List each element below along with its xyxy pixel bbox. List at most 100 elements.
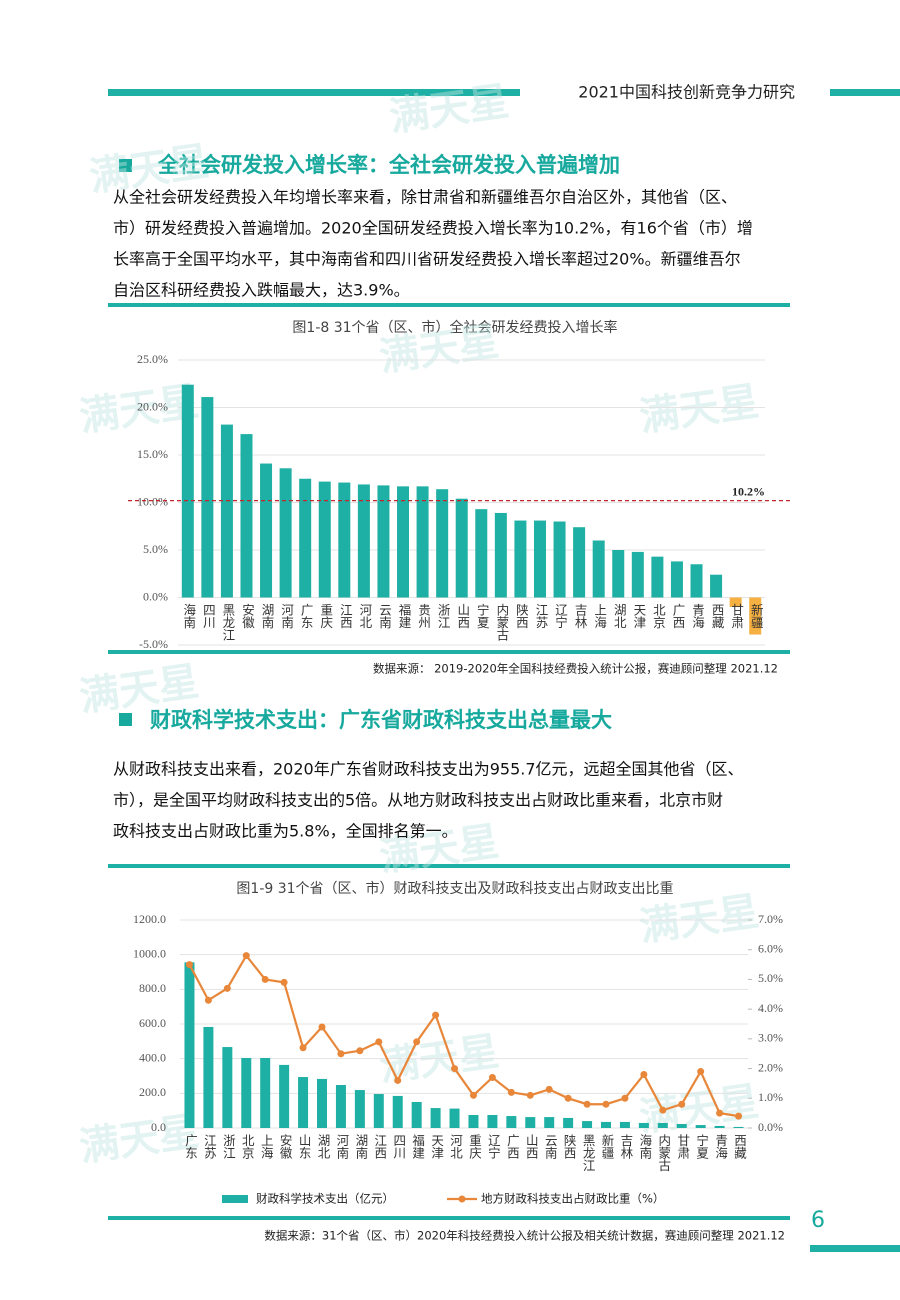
legend-label: 地方财政科技支出占财政比重（%）	[481, 1192, 664, 1206]
y-tick-label: 600.0	[139, 1016, 166, 1030]
x-tick-label: 广东	[299, 604, 314, 629]
x-tick-label: 内蒙古	[656, 1134, 671, 1172]
bar	[487, 1115, 498, 1128]
x-tick-label: 云南	[543, 1134, 558, 1159]
bar	[260, 463, 273, 598]
x-tick-label: 宁夏	[475, 603, 490, 629]
x-tick-label: 浙江	[221, 1133, 236, 1159]
bar	[203, 1026, 214, 1128]
x-tick-label: 黑龙江	[220, 604, 235, 642]
y-tick-label: 0.0	[151, 1120, 166, 1134]
bar	[449, 1108, 460, 1128]
bullet	[119, 159, 132, 172]
x-tick-label: 江苏	[202, 1134, 217, 1159]
x-tick-label: 贵州	[416, 604, 431, 629]
line-point	[659, 1106, 667, 1114]
paragraph-line: 市），是全国平均财政科技支出的5倍。从地方财政科技支出占财政比重来看，北京市财	[113, 791, 723, 810]
bar	[241, 1057, 252, 1128]
x-tick-label: 四川	[201, 604, 216, 629]
bar	[631, 551, 644, 598]
bar	[298, 1077, 309, 1128]
divider	[108, 864, 790, 868]
x-tick-label: 重庆	[318, 603, 333, 629]
x-tick-label: 福建	[410, 1133, 425, 1160]
y-tick-label: 20.0%	[137, 399, 168, 413]
x-tick-label: 河北	[448, 1134, 463, 1160]
y-tick-label: -5.0%	[139, 637, 168, 651]
paragraph-line: 从财政科技支出来看，2020年广东省财政科技支出为955.7亿元，远超全国其他省…	[113, 760, 744, 779]
bar	[373, 1094, 384, 1128]
x-tick-label: 新疆	[749, 603, 764, 629]
bar	[749, 597, 762, 635]
bar	[695, 1125, 706, 1128]
x-tick-label: 天津	[429, 1134, 444, 1159]
footer-bar	[810, 1245, 900, 1252]
line-point	[204, 996, 212, 1004]
legend-swatch	[222, 1195, 248, 1203]
bar	[354, 1090, 365, 1128]
line-point	[678, 1100, 686, 1108]
divider	[108, 650, 790, 654]
x-tick-label: 青海	[690, 604, 705, 629]
bar	[392, 1095, 403, 1128]
paragraph-line: 自治区科研经费投入跌幅最大，达3.9%。	[113, 281, 410, 300]
bar	[729, 597, 742, 607]
page-number: 6	[811, 1208, 825, 1233]
line-point	[507, 1088, 515, 1096]
x-tick-label: 浙江	[436, 603, 451, 629]
x-tick-label: 山东	[297, 1134, 312, 1159]
section-title: 全社会研发投入增长率：全社会研发投入普遍增加	[157, 153, 620, 177]
bar	[411, 1102, 422, 1128]
paragraph-line: 市）研发经费投入普遍增加。2020全国研发经费投入增长率为10.2%，有16个省…	[113, 219, 753, 238]
x-tick-label: 安徽	[278, 1133, 293, 1159]
bar	[397, 486, 410, 598]
bar	[544, 1117, 555, 1128]
bar	[317, 1078, 327, 1128]
line-point	[469, 1091, 477, 1099]
line-point	[413, 1038, 421, 1046]
x-tick-label: 广东	[183, 1134, 198, 1159]
bar	[733, 1126, 744, 1128]
bar	[582, 1121, 593, 1128]
x-tick-label: 辽宁	[553, 604, 568, 629]
bar	[201, 397, 214, 598]
line-point	[432, 1011, 440, 1019]
x-tick-label: 北京	[651, 604, 666, 630]
x-tick-label: 云南	[377, 604, 392, 629]
bar	[299, 478, 312, 598]
bar	[612, 550, 625, 598]
bar	[455, 498, 468, 598]
bar	[436, 489, 449, 598]
y-tick-label: 1200.0	[133, 912, 166, 926]
x-tick-label: 陕西	[562, 1133, 577, 1159]
line-point	[545, 1085, 553, 1093]
reference-label: 10.2%	[732, 484, 765, 498]
x-tick-label: 上海	[592, 604, 607, 629]
line-point	[394, 1076, 402, 1084]
y-tick-label: 0.0%	[143, 589, 168, 603]
bar	[181, 384, 194, 598]
bar	[338, 482, 351, 598]
divider	[108, 1216, 790, 1220]
bar	[676, 1124, 687, 1128]
bar	[318, 481, 331, 598]
y2-tick-label: 3.0%	[758, 1031, 783, 1045]
bar	[651, 556, 664, 598]
line-point	[564, 1094, 572, 1102]
bar	[494, 512, 507, 598]
source: 数据来源：31个省（区、市）2020年科技经费投入统计公报及相关统计数据，赛迪顾…	[264, 1229, 785, 1243]
bar	[184, 962, 195, 1128]
bar	[592, 540, 605, 598]
line-point	[375, 1038, 383, 1046]
bar	[279, 1064, 290, 1128]
bar	[357, 484, 370, 598]
bar	[335, 1085, 346, 1128]
x-tick-label: 新疆	[600, 1133, 615, 1159]
header-bar	[830, 89, 900, 96]
bar	[638, 1122, 649, 1128]
x-tick-label: 西藏	[710, 604, 725, 630]
line-point	[488, 1073, 496, 1081]
x-tick-label: 陕西	[514, 603, 529, 629]
line-point	[451, 1065, 459, 1073]
paragraph-line: 长率高于全国平均水平，其中海南省和四川省研发经费投入增长率超过20%。新疆维吾尔	[113, 250, 741, 269]
